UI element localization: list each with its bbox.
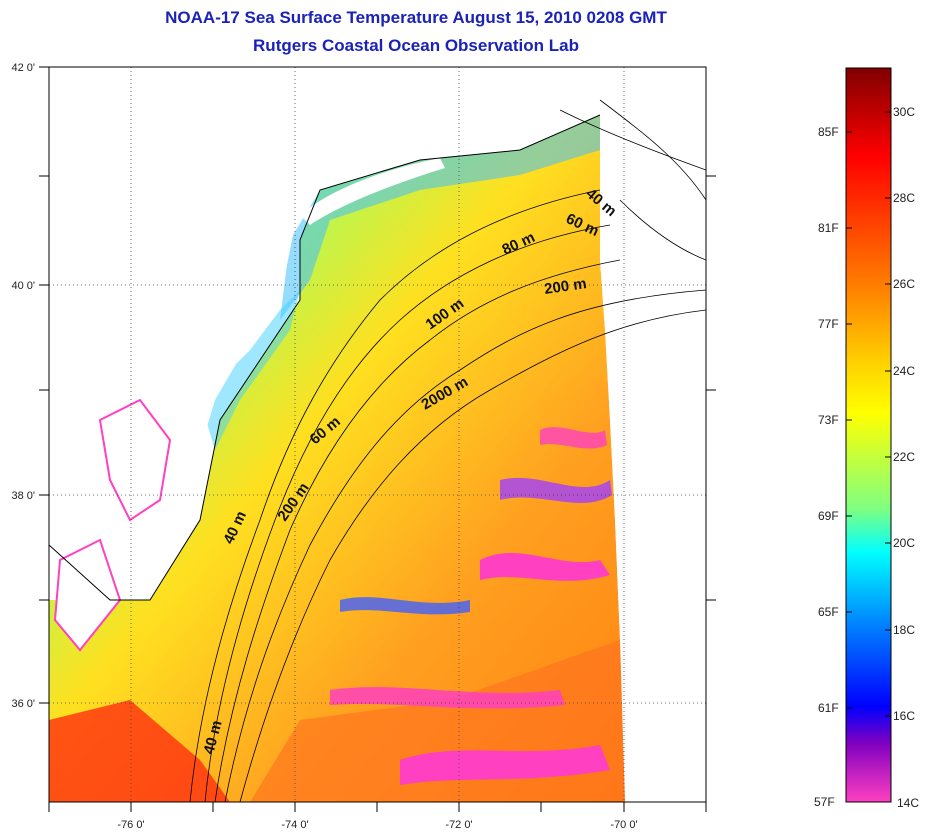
colorbar-ticks	[846, 111, 891, 717]
colorbar-f-label: 85F	[818, 125, 839, 139]
colorbar-f-label: 69F	[818, 509, 839, 523]
sst-image	[49, 67, 706, 802]
colorbar-f-label: 61F	[818, 701, 839, 715]
colorbar-c-label: 30C	[893, 105, 915, 119]
colorbar-f-label: 77F	[818, 317, 839, 331]
colorbar-c-label: 14C	[897, 796, 919, 810]
lat-label: 40 0'	[11, 280, 35, 292]
lat-label: 38 0'	[11, 490, 35, 502]
depth-label: 200 m	[543, 275, 587, 298]
colorbar-f-label: 65F	[818, 605, 839, 619]
lon-label: -72 0'	[445, 819, 472, 831]
lon-label: -76 0'	[117, 819, 144, 831]
colorbar-c-label: 22C	[893, 450, 915, 464]
colorbar-c-label: 24C	[893, 364, 915, 378]
colorbar-c-label: 20C	[893, 536, 915, 550]
colorbar-c-label: 26C	[893, 277, 915, 291]
axis-ticks	[39, 66, 716, 812]
temperature-colorbar	[845, 67, 892, 803]
lon-label: -74 0'	[281, 819, 308, 831]
bathymetry-contours	[189, 99, 706, 802]
map-subtitle: Rutgers Coastal Ocean Observation Lab	[253, 36, 579, 55]
colorbar-f-label: 73F	[818, 413, 839, 427]
lat-label: 36 0'	[11, 698, 35, 710]
colorbar-f-label: 57F	[814, 795, 835, 809]
map-title: NOAA-17 Sea Surface Temperature August 1…	[165, 8, 667, 27]
colorbar-c-label: 28C	[893, 191, 915, 205]
colorbar-f-label: 81F	[818, 221, 839, 235]
graticule	[49, 67, 706, 802]
lat-label: 42 0'	[11, 62, 35, 74]
colorbar-c-label: 18C	[893, 623, 915, 637]
colorbar-c-label: 16C	[893, 709, 915, 723]
lon-label: -70 0'	[610, 819, 637, 831]
